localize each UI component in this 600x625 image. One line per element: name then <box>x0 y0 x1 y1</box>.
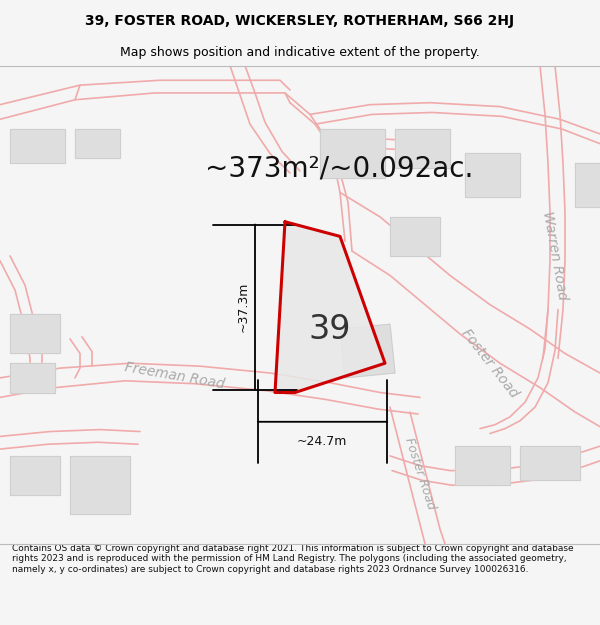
Text: Contains OS data © Crown copyright and database right 2021. This information is : Contains OS data © Crown copyright and d… <box>12 544 574 574</box>
Polygon shape <box>575 163 600 207</box>
Polygon shape <box>340 324 395 378</box>
Polygon shape <box>275 222 385 392</box>
Polygon shape <box>395 129 450 168</box>
Text: Map shows position and indicative extent of the property.: Map shows position and indicative extent… <box>120 46 480 59</box>
Polygon shape <box>70 456 130 514</box>
Polygon shape <box>10 363 55 392</box>
Text: Foster Road: Foster Road <box>459 326 521 401</box>
Polygon shape <box>520 446 580 481</box>
Text: ~24.7m: ~24.7m <box>297 435 347 447</box>
Text: Warren Road: Warren Road <box>540 211 570 301</box>
Polygon shape <box>390 217 440 256</box>
Text: 39: 39 <box>309 312 351 346</box>
Polygon shape <box>10 314 60 354</box>
Text: ~373m²/~0.092ac.: ~373m²/~0.092ac. <box>205 154 473 182</box>
Polygon shape <box>320 129 385 178</box>
Text: Freeman Road: Freeman Road <box>124 360 226 392</box>
Polygon shape <box>10 129 65 163</box>
Text: ~37.3m: ~37.3m <box>236 281 250 332</box>
Polygon shape <box>75 129 120 158</box>
Polygon shape <box>455 446 510 485</box>
Polygon shape <box>10 456 60 495</box>
Text: 39, FOSTER ROAD, WICKERSLEY, ROTHERHAM, S66 2HJ: 39, FOSTER ROAD, WICKERSLEY, ROTHERHAM, … <box>85 14 515 28</box>
Text: Foster Road: Foster Road <box>402 436 438 511</box>
Polygon shape <box>465 154 520 198</box>
